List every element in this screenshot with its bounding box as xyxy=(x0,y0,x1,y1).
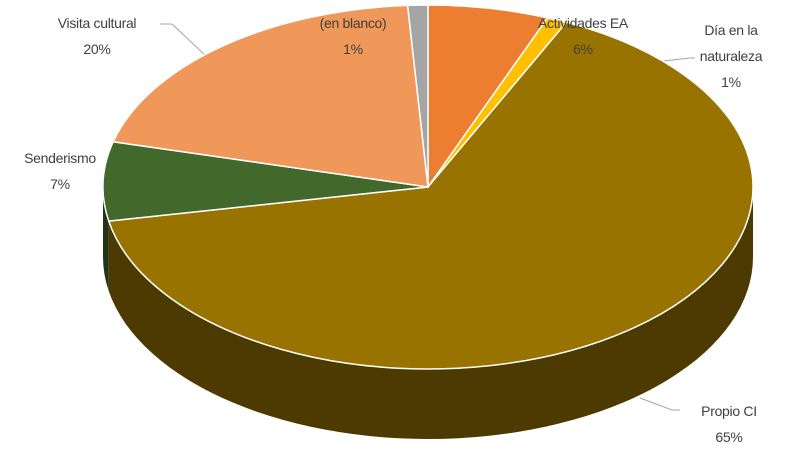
data-label: Senderismo 7% xyxy=(24,145,96,197)
data-label: (en blanco) 1% xyxy=(320,10,387,62)
category-label: Visita cultural xyxy=(57,15,137,31)
slice xyxy=(112,4,429,188)
value-label: 6% xyxy=(573,41,593,57)
data-label: Propio CI 65% xyxy=(701,398,757,450)
slice xyxy=(107,21,754,370)
pie-sides xyxy=(103,187,753,439)
slice-side xyxy=(108,187,753,439)
slice xyxy=(427,4,549,190)
slice xyxy=(102,140,429,222)
value-label: 20% xyxy=(83,41,111,57)
value-label: 1% xyxy=(343,41,363,57)
data-label: Visita cultural 20% xyxy=(58,10,137,62)
category-label: Senderismo xyxy=(24,150,96,166)
category-label: Propio CI xyxy=(701,403,757,419)
value-label: 7% xyxy=(50,176,70,192)
leader-line xyxy=(639,397,680,411)
value-label: 1% xyxy=(721,74,741,90)
data-label: Día en la naturaleza 1% xyxy=(699,17,763,95)
pie-tops xyxy=(102,4,754,370)
slice xyxy=(406,4,429,188)
value-label: 65% xyxy=(715,429,743,445)
category-label: Actividades EA xyxy=(538,15,628,31)
category-label: Día en la naturaleza xyxy=(699,22,763,64)
category-label: (en blanco) xyxy=(319,15,387,31)
slice-side xyxy=(103,187,109,292)
data-label: Actividades EA 6% xyxy=(538,10,628,62)
